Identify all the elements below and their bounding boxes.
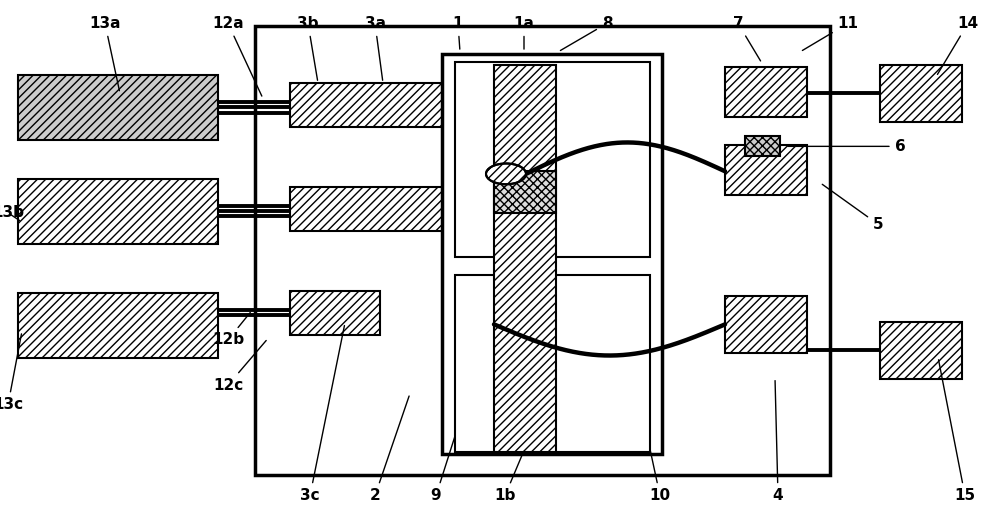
Text: 12c: 12c <box>213 340 266 392</box>
Text: 3c: 3c <box>300 325 344 503</box>
Bar <box>255 26 830 475</box>
Text: 7: 7 <box>733 16 761 61</box>
Bar <box>725 145 807 195</box>
Text: 5: 5 <box>822 184 883 231</box>
Bar <box>455 275 650 452</box>
Bar <box>442 54 662 454</box>
Text: 11: 11 <box>802 16 858 50</box>
Bar <box>725 67 807 117</box>
Bar <box>880 65 962 122</box>
Text: 3b: 3b <box>297 16 319 80</box>
Text: 1a: 1a <box>514 16 534 49</box>
Text: 4: 4 <box>773 380 783 503</box>
Bar <box>725 296 807 353</box>
Bar <box>290 291 380 335</box>
Text: 1b: 1b <box>494 453 523 503</box>
Text: 8: 8 <box>560 16 612 50</box>
Bar <box>494 65 556 452</box>
Bar <box>18 293 218 358</box>
Text: 13a: 13a <box>89 16 121 91</box>
Bar <box>290 187 455 231</box>
Text: 13c: 13c <box>0 334 23 412</box>
Bar <box>18 75 218 140</box>
Bar <box>745 136 780 156</box>
Text: 12b: 12b <box>212 312 250 347</box>
Bar <box>290 83 455 127</box>
Text: 1: 1 <box>453 16 463 49</box>
Text: 12a: 12a <box>212 16 262 96</box>
Text: 15: 15 <box>939 360 976 503</box>
Text: 6: 6 <box>788 139 905 154</box>
Circle shape <box>486 163 526 184</box>
Text: 9: 9 <box>431 429 457 503</box>
Bar <box>18 179 218 244</box>
Text: 2: 2 <box>370 396 409 503</box>
Text: 3a: 3a <box>364 16 386 80</box>
Bar <box>880 322 962 379</box>
Text: 13b: 13b <box>0 206 24 221</box>
Text: 14: 14 <box>937 16 979 74</box>
Bar <box>494 171 556 213</box>
Text: 10: 10 <box>639 396 671 503</box>
Bar <box>455 62 650 257</box>
